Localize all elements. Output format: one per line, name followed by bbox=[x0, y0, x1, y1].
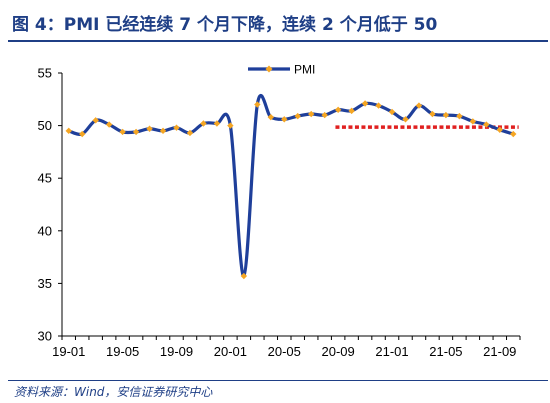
x-tick-label: 21-09 bbox=[483, 344, 516, 359]
series-group bbox=[65, 94, 517, 280]
data-point bbox=[159, 127, 167, 135]
data-point bbox=[429, 110, 436, 118]
legend: PMI bbox=[248, 63, 315, 77]
chart-title: 图 4：PMI 已经连续 7 个月下降，连续 2 个月低于 50 bbox=[12, 15, 438, 35]
y-tick-label: 35 bbox=[38, 276, 52, 291]
data-point bbox=[200, 120, 207, 127]
data-point bbox=[402, 116, 409, 123]
data-point bbox=[105, 121, 113, 128]
data-point bbox=[267, 113, 274, 121]
data-point bbox=[361, 100, 369, 107]
x-tick-label: 20-05 bbox=[268, 344, 301, 359]
data-point bbox=[79, 130, 86, 138]
data-point bbox=[442, 111, 450, 119]
legend-swatch-marker bbox=[265, 65, 273, 73]
source-divider bbox=[8, 380, 548, 381]
data-point bbox=[186, 129, 194, 137]
axes: 30 35 40 45 50 55 19-01 19-05 19-09 20-01 20-05 20-… bbox=[38, 66, 521, 359]
data-point bbox=[334, 106, 342, 114]
data-point bbox=[240, 272, 248, 280]
source-note: 资料来源：Wind，安信证券研究中心 bbox=[14, 385, 213, 399]
data-point bbox=[496, 126, 503, 134]
x-tick-label: 20-01 bbox=[214, 344, 247, 359]
x-tick-label: 21-01 bbox=[375, 344, 408, 359]
data-point bbox=[227, 122, 234, 129]
data-point bbox=[146, 125, 153, 132]
data-point bbox=[456, 112, 463, 120]
title-divider bbox=[8, 40, 548, 42]
pmi-line-chart: 30 35 40 45 50 55 19-01 19-05 19-09 20-01 20-05 20-… bbox=[38, 63, 521, 359]
x-tick-label: 19-09 bbox=[160, 344, 193, 359]
y-tick-label: 50 bbox=[38, 118, 52, 133]
x-tick-label: 19-05 bbox=[106, 344, 139, 359]
data-point bbox=[469, 118, 477, 125]
y-tick-label: 55 bbox=[38, 66, 52, 81]
data-point bbox=[132, 128, 140, 136]
data-point bbox=[388, 108, 396, 116]
y-tick-label: 30 bbox=[38, 329, 52, 344]
legend-label-pmi: PMI bbox=[294, 63, 315, 77]
data-point bbox=[510, 130, 517, 138]
data-point bbox=[213, 120, 221, 127]
y-tick-label: 40 bbox=[38, 223, 52, 238]
data-point bbox=[348, 107, 355, 115]
series-line-pmi bbox=[68, 94, 514, 278]
x-tick-label: 19-01 bbox=[52, 344, 85, 359]
data-point bbox=[375, 102, 382, 109]
x-tick-label: 20-09 bbox=[322, 344, 355, 359]
data-point bbox=[254, 101, 261, 108]
data-point bbox=[65, 127, 72, 135]
data-point bbox=[119, 128, 126, 136]
data-point bbox=[294, 112, 301, 120]
data-point bbox=[415, 102, 423, 109]
data-point bbox=[92, 117, 99, 124]
y-tick-label: 45 bbox=[38, 171, 52, 186]
x-tick-label: 21-05 bbox=[429, 344, 462, 359]
data-point bbox=[483, 121, 490, 128]
data-point bbox=[321, 111, 328, 119]
data-point bbox=[173, 124, 180, 131]
data-point bbox=[281, 116, 288, 123]
data-point bbox=[308, 110, 315, 118]
